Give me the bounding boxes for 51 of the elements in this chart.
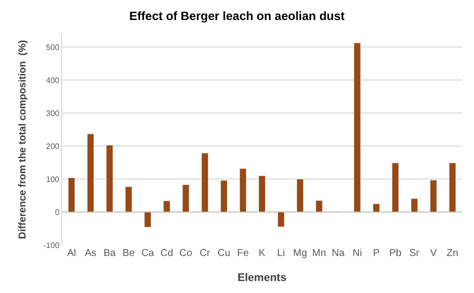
x-tick-label: Ca — [141, 248, 155, 259]
x-tick-label: Co — [179, 248, 193, 259]
bar — [258, 176, 266, 212]
x-tick-label: Mg — [293, 248, 308, 259]
y-tick-label: 500 — [46, 42, 60, 52]
x-axis-title: Elements — [238, 272, 286, 284]
x-tick-label: Li — [277, 248, 285, 259]
bar — [106, 144, 114, 212]
x-tick-label: Zn — [446, 248, 458, 259]
x-tick-label: Cu — [218, 248, 230, 259]
bar — [448, 162, 456, 212]
y-tick-label: -100 — [43, 240, 60, 250]
y-tick-label: 200 — [46, 142, 60, 151]
bar — [163, 200, 170, 212]
bar — [239, 168, 247, 212]
y-tick-label: 0 — [54, 208, 60, 217]
y-tick-label: 400 — [46, 76, 60, 85]
x-tick-label: As — [84, 248, 96, 259]
bar — [125, 186, 132, 212]
x-tick-label: Al — [67, 248, 76, 259]
bar — [392, 162, 399, 212]
x-tick-label: Sr — [409, 248, 420, 259]
bar — [277, 212, 285, 228]
bar — [182, 184, 190, 212]
bar — [220, 180, 228, 212]
x-tick-label: K — [258, 248, 266, 259]
x-tick-label: Na — [332, 248, 346, 259]
x-tick-label: Be — [122, 248, 136, 259]
bar — [316, 200, 323, 212]
bar — [68, 177, 76, 212]
x-tick-label: Pb — [389, 248, 402, 259]
x-tick-label: Ni — [352, 248, 362, 259]
bar — [144, 212, 152, 228]
x-tick-label: P — [372, 248, 380, 259]
bar — [86, 134, 94, 212]
bar — [430, 180, 438, 212]
x-tick-label: Cr — [200, 248, 211, 259]
bar — [296, 178, 304, 212]
y-tick-label: 300 — [46, 108, 60, 118]
y-tick-label: 100 — [46, 174, 60, 184]
bar — [410, 198, 418, 212]
x-tick-label: Fe — [237, 248, 250, 259]
x-tick-label: V — [430, 248, 438, 259]
x-tick-label: Ba — [104, 248, 116, 259]
bar — [201, 152, 208, 212]
bar — [372, 204, 380, 212]
x-tick-label: Cd — [160, 248, 174, 259]
chart-title: Effect of Berger leach on aeolian dust — [129, 9, 345, 24]
bar — [354, 42, 361, 212]
x-tick-label: Mn — [312, 248, 326, 259]
y-axis-title: Difference from the total composition (%) — [17, 40, 28, 239]
